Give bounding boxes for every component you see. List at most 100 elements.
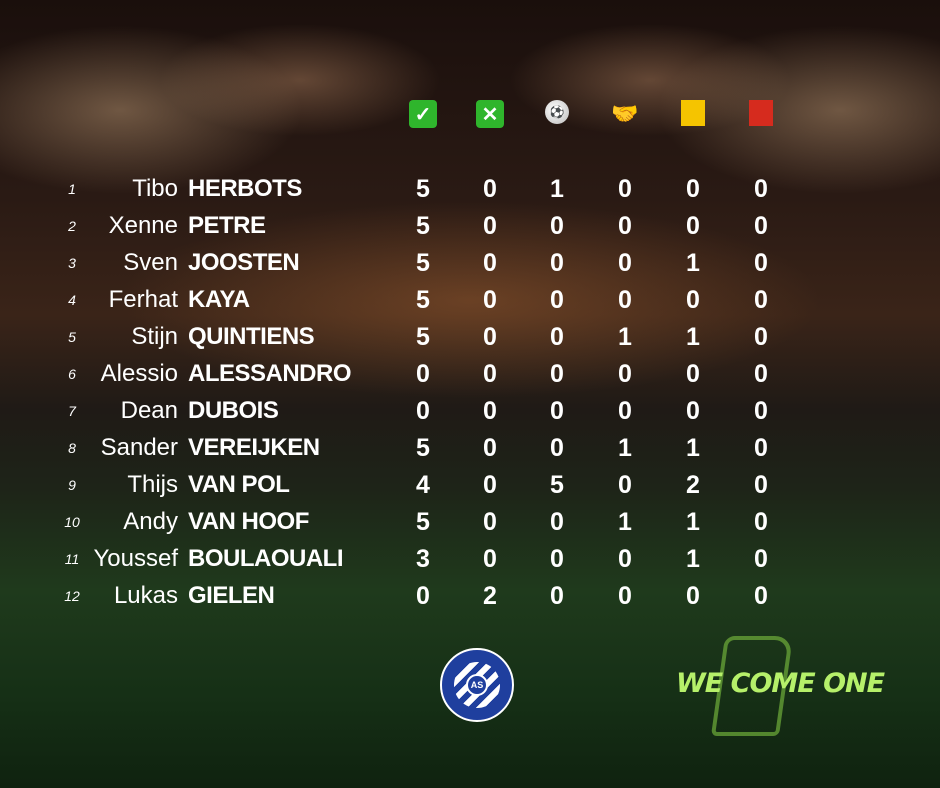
player-number: 8 xyxy=(68,440,76,456)
stat-value: 0 xyxy=(686,397,700,425)
player-last-name: BOULAOUALI xyxy=(188,545,343,572)
stat-value: 1 xyxy=(686,323,700,351)
player-last-name: VEREIJKEN xyxy=(188,434,320,461)
stat-value: 0 xyxy=(550,397,564,425)
red-card-icon xyxy=(749,100,773,126)
stat-value: 0 xyxy=(550,249,564,277)
stat-value: 0 xyxy=(618,471,632,499)
table-row: 11 Youssef BOULAOUALI 3 0 0 0 1 0 xyxy=(0,543,940,577)
stat-value: 1 xyxy=(686,434,700,462)
stat-value: 0 xyxy=(550,545,564,573)
player-number: 9 xyxy=(68,477,76,493)
player-last-name: QUINTIENS xyxy=(188,323,315,350)
player-last-name: ALESSANDRO xyxy=(188,360,352,387)
player-first-name: Sven xyxy=(123,249,178,276)
stat-value: 1 xyxy=(686,249,700,277)
stat-value: 0 xyxy=(754,360,768,388)
stat-value: 5 xyxy=(416,175,430,203)
cross-icon: ✕ xyxy=(476,100,504,128)
table-row: 5 Stijn QUINTIENS 5 0 0 1 1 0 xyxy=(0,321,940,355)
stat-value: 0 xyxy=(754,545,768,573)
player-first-name: Ferhat xyxy=(108,286,178,313)
player-first-name: Alessio xyxy=(100,360,178,387)
check-icon: ✓ xyxy=(409,100,437,128)
stat-value: 0 xyxy=(686,360,700,388)
player-first-name: Stijn xyxy=(131,323,178,350)
player-number: 4 xyxy=(68,292,76,308)
stat-value: 0 xyxy=(483,212,497,240)
player-last-name: HERBOTS xyxy=(188,175,302,202)
player-number: 5 xyxy=(68,329,76,345)
stat-value: 1 xyxy=(686,545,700,573)
player-number: 11 xyxy=(64,551,80,567)
player-number: 6 xyxy=(68,366,76,382)
stat-value: 0 xyxy=(550,508,564,536)
stat-value: 0 xyxy=(550,360,564,388)
stat-value: 0 xyxy=(754,508,768,536)
player-first-name: Youssef xyxy=(93,545,178,572)
stat-value: 0 xyxy=(686,212,700,240)
stat-value: 1 xyxy=(550,175,564,203)
stat-value: 0 xyxy=(618,397,632,425)
table-row: 3 Sven JOOSTEN 5 0 0 0 1 0 xyxy=(0,247,940,281)
stat-value: 0 xyxy=(550,582,564,610)
stat-value: 0 xyxy=(483,286,497,314)
table-row: 12 Lukas GIELEN 0 2 0 0 0 0 xyxy=(0,580,940,614)
stat-value: 0 xyxy=(618,360,632,388)
stat-value: 0 xyxy=(550,212,564,240)
player-number: 3 xyxy=(68,255,76,271)
player-number: 12 xyxy=(64,588,80,604)
stat-value: 0 xyxy=(618,249,632,277)
stat-value: 0 xyxy=(483,323,497,351)
stat-value: 3 xyxy=(416,545,430,573)
stat-value: 0 xyxy=(483,397,497,425)
stat-value: 0 xyxy=(754,471,768,499)
table-row: 4 Ferhat KAYA 5 0 0 0 0 0 xyxy=(0,284,940,318)
stat-value: 0 xyxy=(686,286,700,314)
player-first-name: Dean xyxy=(120,397,178,424)
player-last-name: KAYA xyxy=(188,286,250,313)
stat-value: 0 xyxy=(550,286,564,314)
stat-value: 0 xyxy=(550,323,564,351)
player-number: 1 xyxy=(68,181,76,197)
stat-value: 0 xyxy=(618,175,632,203)
stat-value: 0 xyxy=(483,249,497,277)
table-row: 6 Alessio ALESSANDRO 0 0 0 0 0 0 xyxy=(0,358,940,392)
table-row: 2 Xenne PETRE 5 0 0 0 0 0 xyxy=(0,210,940,244)
table-row: 10 Andy VAN HOOF 5 0 0 1 1 0 xyxy=(0,506,940,540)
stat-value: 5 xyxy=(416,434,430,462)
stat-value: 0 xyxy=(483,175,497,203)
stat-value: 0 xyxy=(754,286,768,314)
stat-value: 1 xyxy=(686,508,700,536)
player-number: 2 xyxy=(68,218,76,234)
player-last-name: JOOSTEN xyxy=(188,249,300,276)
player-number: 10 xyxy=(64,514,80,530)
stat-value: 0 xyxy=(416,397,430,425)
stat-value: 5 xyxy=(416,212,430,240)
stat-value: 0 xyxy=(483,545,497,573)
stat-value: 0 xyxy=(754,434,768,462)
table-row: 8 Sander VEREIJKEN 5 0 0 1 1 0 xyxy=(0,432,940,466)
stat-value: 5 xyxy=(550,471,564,499)
stat-value: 0 xyxy=(483,471,497,499)
stat-value: 0 xyxy=(618,212,632,240)
stat-value: 0 xyxy=(754,212,768,240)
stat-value: 1 xyxy=(618,508,632,536)
stat-value: 0 xyxy=(618,582,632,610)
yellow-card-icon xyxy=(681,100,705,126)
stat-value: 2 xyxy=(686,471,700,499)
stat-value: 5 xyxy=(416,249,430,277)
player-last-name: VAN POL xyxy=(188,471,290,498)
player-last-name: VAN HOOF xyxy=(188,508,309,535)
stat-value: 1 xyxy=(618,434,632,462)
stat-value: 5 xyxy=(416,323,430,351)
stat-value: 5 xyxy=(416,286,430,314)
stat-value: 0 xyxy=(550,434,564,462)
player-first-name: Sander xyxy=(100,434,178,461)
player-first-name: Lukas xyxy=(113,582,178,609)
stat-value: 0 xyxy=(416,582,430,610)
stat-value: 4 xyxy=(416,471,430,499)
player-first-name: Thijs xyxy=(127,471,178,498)
stat-value: 0 xyxy=(686,582,700,610)
stat-value: 1 xyxy=(618,323,632,351)
